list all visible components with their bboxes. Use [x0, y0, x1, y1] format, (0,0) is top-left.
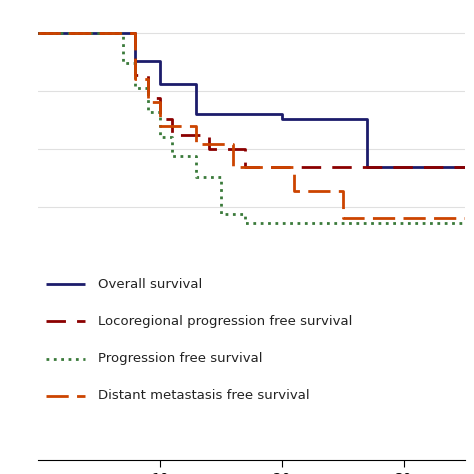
Text: Progression free survival: Progression free survival	[98, 352, 262, 365]
Text: Locoregional progression free survival: Locoregional progression free survival	[98, 315, 352, 328]
Text: Overall survival: Overall survival	[98, 278, 202, 291]
Text: Distant metastasis free survival: Distant metastasis free survival	[98, 389, 309, 402]
